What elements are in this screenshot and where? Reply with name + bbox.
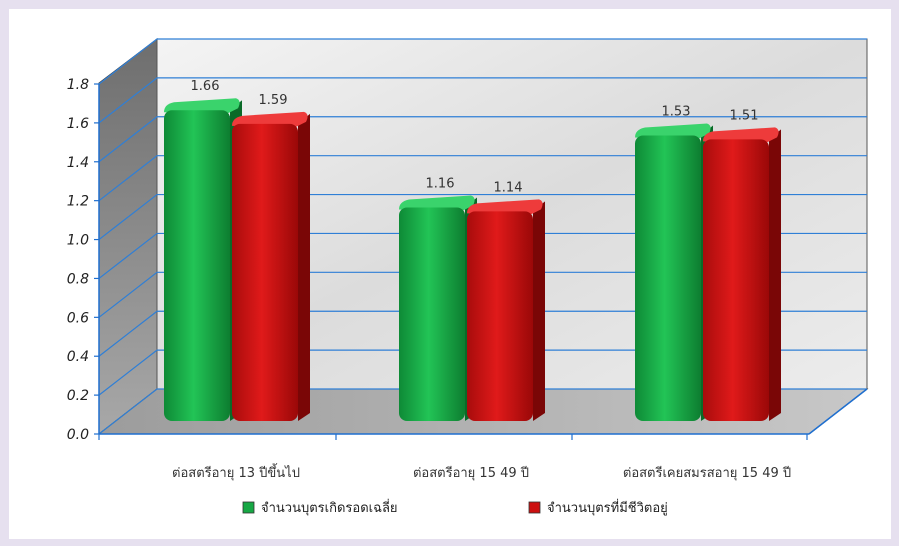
gridline xyxy=(98,77,867,124)
legend-label: จำนวนบุตรที่มีชีวิตอยู่ xyxy=(547,499,668,516)
category-label: ต่อสตรีอายุ 15 49 ปี xyxy=(413,465,529,481)
y-tick-label: 1.6 xyxy=(67,116,89,132)
bar xyxy=(399,195,477,421)
gridline xyxy=(98,38,867,85)
bar-front xyxy=(467,211,533,421)
y-tick-label: 0.8 xyxy=(67,271,89,287)
bar xyxy=(467,199,545,421)
data-label: 1.53 xyxy=(662,105,691,120)
y-tick-label: 1.0 xyxy=(67,233,89,249)
data-label: 1.59 xyxy=(259,93,288,108)
data-label: 1.66 xyxy=(191,79,220,94)
bar-front xyxy=(399,207,465,421)
bar-front xyxy=(635,135,701,421)
bar xyxy=(703,127,781,421)
bar xyxy=(232,111,310,421)
side-wall xyxy=(98,37,158,436)
y-tick-label: 0.4 xyxy=(67,349,89,365)
legend-label: จำนวนบุตรเกิดรอดเฉลี่ย xyxy=(261,499,398,516)
legend-swatch xyxy=(528,501,541,514)
bar xyxy=(635,123,713,421)
gridline xyxy=(98,388,867,435)
category-label: ต่อสตรีอายุ 13 ปีขึ้นไป xyxy=(172,463,300,481)
bar-front xyxy=(164,110,230,421)
floor-edge xyxy=(808,388,868,435)
data-label: 1.14 xyxy=(494,180,523,195)
bars xyxy=(164,98,781,421)
data-label: 1.16 xyxy=(426,176,455,191)
legend-swatch xyxy=(242,501,255,514)
y-tick-label: 0.2 xyxy=(67,388,89,404)
gridline xyxy=(98,349,867,396)
y-tick-label: 1.4 xyxy=(67,155,89,171)
legend: จำนวนบุตรเกิดรอดเฉลี่ย จำนวนบุตรที่มีชีวิ… xyxy=(242,499,668,516)
bar-chart: 0.00.20.40.60.81.01.21.41.61.8 1.661.591… xyxy=(67,37,869,516)
bar-side xyxy=(298,113,310,421)
data-label: 1.51 xyxy=(730,108,759,123)
gridline xyxy=(98,310,867,357)
y-tick-label: 0.0 xyxy=(67,427,89,443)
category-label: ต่อสตรีเคยสมรสอายุ 15 49 ปี xyxy=(623,465,791,481)
bar-front xyxy=(232,123,298,421)
gridlines xyxy=(98,38,867,435)
bar-side xyxy=(769,129,781,421)
gridline xyxy=(98,271,867,318)
gridline xyxy=(98,116,867,163)
data-labels: 1.66 1.59 1.16 1.14 1.53 1.51 xyxy=(191,79,759,195)
chart-panel: 0.0 0.2 0.4 0.6 0.8 1.0 1.2 1.4 1.6 1.8 1.66 1.59 1… xyxy=(9,9,891,539)
y-axis: 0.0 0.2 0.4 0.6 0.8 1.0 1.2 1.4 1.6 1.8 xyxy=(67,77,868,443)
x-axis: ต่อสตรีอายุ 13 ปีขึ้นไป ต่อสตรีอายุ 15 49… xyxy=(98,434,808,481)
gridline xyxy=(98,193,867,241)
bar xyxy=(164,98,242,421)
bar-side xyxy=(533,201,545,421)
bar-front xyxy=(703,139,769,421)
y-tick-label: 1.8 xyxy=(67,77,89,93)
y-tick-label: 1.2 xyxy=(67,194,89,210)
gridline xyxy=(98,155,867,202)
y-tick-label: 0.6 xyxy=(67,310,89,326)
gridline xyxy=(98,232,867,279)
